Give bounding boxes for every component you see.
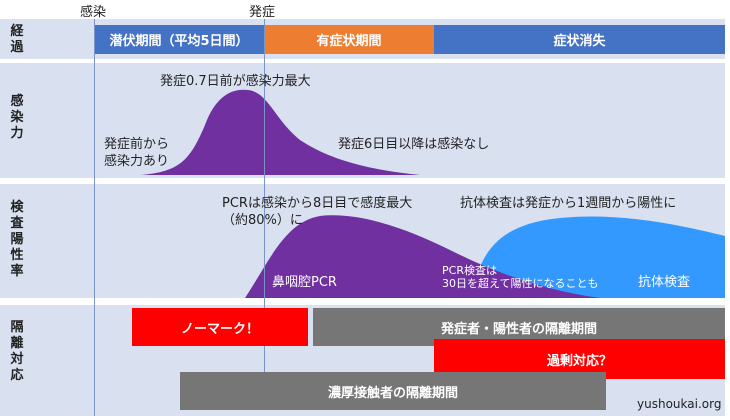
phase-recovered: 症状消失 bbox=[434, 25, 725, 54]
pcr-peak-note: PCRは感染から8日目で感度最大 （約80%）に bbox=[222, 196, 413, 228]
infectivity-curve bbox=[140, 89, 420, 175]
antibody-start-note: 抗体検査は発症から1週間から陽性に bbox=[460, 196, 677, 211]
pre-onset-note: 発症前から 感染力あり bbox=[104, 137, 170, 169]
infectivity-band bbox=[0, 63, 725, 178]
row-label-positivity: 検 査 陽 性 率 bbox=[10, 200, 24, 279]
row-label-course: 経 過 bbox=[10, 24, 24, 55]
no-mark-box: ノーマーク！ bbox=[132, 308, 308, 346]
after-onset-note: 発症6日目以降は感染なし bbox=[338, 137, 490, 152]
infectivity-peak-note: 発症0.7日前が感染力最大 bbox=[160, 74, 311, 89]
phase-incubation: 潜伏期間（平均5日間） bbox=[94, 25, 264, 54]
antibody-curve bbox=[470, 216, 725, 298]
infection-guide-line bbox=[94, 19, 95, 416]
onset-marker-label: 発症 bbox=[249, 5, 276, 20]
pcr-curve bbox=[245, 215, 600, 298]
phase-symptomatic: 有症状期間 bbox=[264, 25, 434, 54]
site-credit: yushoukai.org bbox=[637, 397, 722, 411]
onset-guide-line bbox=[264, 19, 265, 372]
pcr-long-positive-note: PCR検査は 30日を超えて陽性になることも bbox=[442, 264, 599, 290]
row-label-infectivity: 感 染 力 bbox=[10, 94, 24, 141]
infection-marker-label: 感染 bbox=[80, 5, 107, 20]
contact-isolation-box: 濃厚接触者の隔離期間 bbox=[180, 372, 606, 410]
antibody-label: 抗体検査 bbox=[638, 275, 691, 290]
pcr-label: 鼻咽腔PCR bbox=[272, 275, 337, 290]
row-label-isolation: 隔 離 対 応 bbox=[10, 320, 24, 383]
